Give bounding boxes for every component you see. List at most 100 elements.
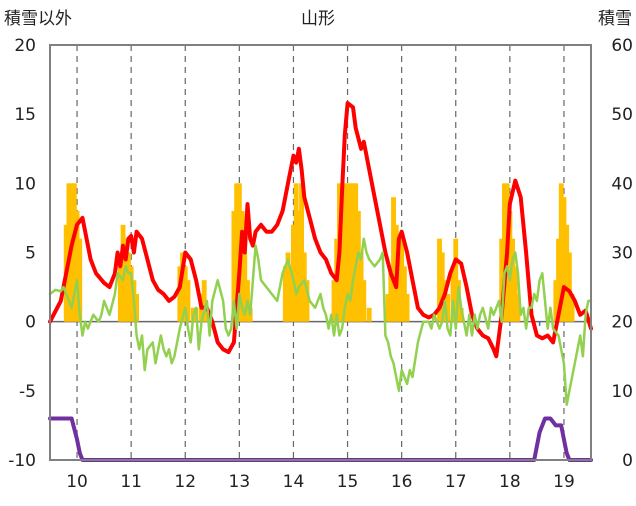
series-line bbox=[48, 101, 593, 359]
precip-bar bbox=[304, 280, 310, 322]
precip-bar bbox=[123, 238, 129, 322]
right-tick-label: 10 bbox=[611, 382, 633, 402]
precip-bar bbox=[231, 211, 237, 322]
precip-bar bbox=[77, 238, 83, 322]
precip-bar bbox=[282, 266, 288, 322]
precip-bar bbox=[564, 224, 570, 322]
precip-bar bbox=[345, 183, 350, 322]
precip-bar bbox=[385, 294, 391, 322]
precip-bar bbox=[71, 183, 77, 322]
precip-bar bbox=[177, 266, 183, 322]
precip-bar bbox=[437, 238, 442, 322]
precip-bar bbox=[396, 252, 402, 322]
precip-bar bbox=[439, 252, 445, 322]
precip-bar bbox=[293, 183, 299, 322]
precip-bar bbox=[499, 238, 505, 322]
precip-bar bbox=[453, 238, 459, 322]
precip-bar bbox=[515, 294, 521, 322]
precip-bar bbox=[299, 183, 304, 322]
precip-bar bbox=[538, 321, 541, 326]
left-tick-label: 5 bbox=[25, 244, 36, 264]
right-axis-title: 積雪 bbox=[598, 9, 632, 29]
left-tick-label: 0 bbox=[25, 313, 36, 333]
precip-bar bbox=[128, 266, 134, 322]
precip-bar bbox=[558, 183, 564, 322]
left-tick-label: 20 bbox=[14, 36, 36, 56]
precip-bar bbox=[239, 211, 245, 322]
x-tick-label: 10 bbox=[66, 472, 88, 492]
precip-bar bbox=[404, 294, 410, 322]
right-tick-label: 0 bbox=[622, 451, 633, 471]
precip-bar bbox=[117, 266, 123, 322]
x-tick-label: 12 bbox=[174, 472, 196, 492]
precip-bar bbox=[553, 280, 559, 322]
precip-bar bbox=[510, 238, 515, 322]
line-layer bbox=[48, 101, 593, 462]
series-line bbox=[48, 416, 593, 462]
precip-bar bbox=[134, 294, 139, 322]
precip-bar bbox=[350, 183, 356, 322]
right-tick-label: 50 bbox=[611, 105, 633, 125]
precip-bar bbox=[234, 183, 240, 322]
left-tick-label: -5 bbox=[19, 382, 36, 402]
precip-bar bbox=[347, 183, 353, 322]
precip-bar bbox=[296, 211, 302, 322]
left-tick-label: 15 bbox=[14, 105, 36, 125]
plot-frame bbox=[49, 44, 592, 461]
precip-bar bbox=[391, 197, 396, 322]
precip-bar bbox=[180, 252, 185, 322]
precip-bar bbox=[242, 252, 248, 322]
precip-bar bbox=[120, 224, 126, 322]
precip-bar bbox=[450, 266, 456, 322]
precip-bar bbox=[355, 211, 361, 322]
chart-title: 山形 bbox=[301, 9, 335, 29]
precip-bar bbox=[201, 280, 207, 322]
right-tick-label: 30 bbox=[611, 244, 633, 264]
precip-bar bbox=[301, 252, 307, 322]
precip-bar bbox=[561, 197, 567, 322]
left-axis-title: 積雪以外 bbox=[4, 9, 72, 29]
precip-bar bbox=[458, 307, 464, 322]
grid-layer bbox=[50, 45, 591, 460]
x-tick-label: 19 bbox=[553, 472, 575, 492]
x-tick-label: 18 bbox=[499, 472, 521, 492]
right-tick-label: 60 bbox=[611, 36, 633, 56]
x-tick-label: 16 bbox=[391, 472, 413, 492]
left-tick-label: -10 bbox=[8, 451, 36, 471]
right-tick-label: 20 bbox=[611, 313, 633, 333]
precip-bar bbox=[353, 183, 359, 322]
x-tick-label: 13 bbox=[229, 472, 251, 492]
precip-bar bbox=[512, 266, 518, 322]
precip-bar bbox=[401, 266, 407, 322]
left-tick-label: 10 bbox=[14, 174, 36, 194]
precip-bar bbox=[339, 183, 345, 322]
precip-bar bbox=[361, 280, 367, 322]
right-tick-label: 40 bbox=[611, 174, 633, 194]
precip-bar bbox=[288, 266, 294, 322]
precip-bar bbox=[291, 224, 296, 322]
x-tick-label: 14 bbox=[283, 472, 305, 492]
x-tick-label: 11 bbox=[120, 472, 142, 492]
precip-bar bbox=[285, 252, 291, 322]
precip-bar bbox=[566, 252, 572, 322]
precip-bar bbox=[126, 252, 131, 322]
precip-bar bbox=[74, 211, 80, 322]
precip-bar bbox=[388, 266, 394, 322]
precip-bar bbox=[445, 294, 451, 322]
precip-bar bbox=[556, 238, 561, 322]
x-tick-label: 15 bbox=[337, 472, 359, 492]
precip-bar bbox=[399, 238, 405, 322]
precip-bar bbox=[182, 266, 188, 322]
precip-bar bbox=[331, 280, 337, 322]
x-tick-label: 17 bbox=[445, 472, 467, 492]
precip-bar bbox=[366, 307, 372, 322]
precip-bar bbox=[507, 211, 513, 322]
bar-layer bbox=[63, 183, 575, 329]
precip-bar bbox=[358, 252, 364, 322]
series-line bbox=[48, 237, 593, 406]
precip-bar bbox=[502, 183, 507, 322]
precip-bar bbox=[569, 294, 575, 322]
